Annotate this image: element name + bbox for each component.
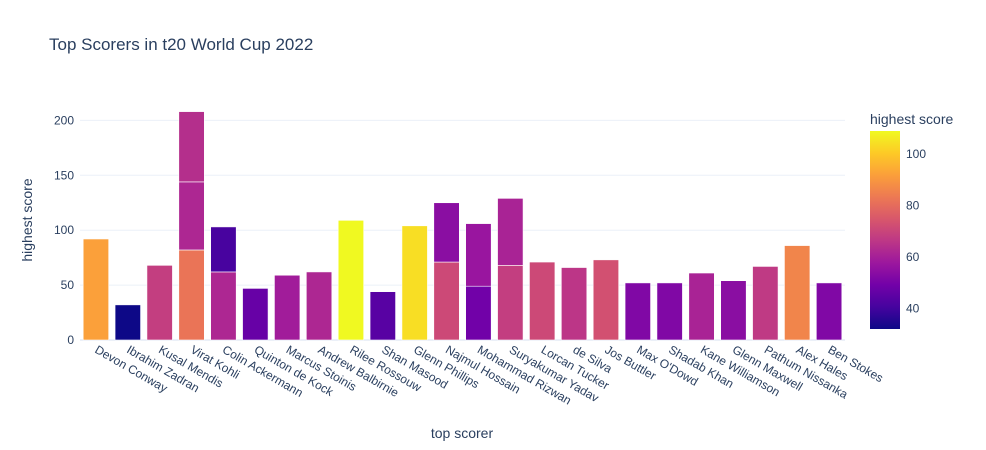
bar-segment: [210, 271, 237, 341]
bar-segment: [497, 198, 524, 266]
bar-segment: [210, 226, 237, 273]
bar-segment: [529, 261, 556, 341]
bar-segment: [656, 282, 683, 341]
bar-segment: [561, 267, 588, 341]
bar-segment: [114, 304, 141, 341]
bar-segment: [720, 280, 747, 341]
colorbar-tick-label: 80: [906, 199, 920, 213]
gridlines: [80, 119, 845, 341]
bar-segment: [752, 266, 779, 341]
colorbar-ticks: 40 60 80 100: [906, 147, 926, 315]
x-axis-title: top scorer: [431, 425, 494, 441]
y-tick-label: 50: [61, 278, 75, 292]
bar-segment: [242, 288, 269, 341]
bar-segment: [401, 225, 428, 341]
bar-segment: [146, 265, 173, 341]
colorbar-tick-label: 60: [906, 250, 920, 264]
bar-segment: [369, 291, 396, 341]
bar-segment: [433, 261, 460, 341]
chart-title: Top Scorers in t20 World Cup 2022: [49, 35, 313, 54]
bar-segment: [82, 238, 109, 341]
bar-segment: [337, 220, 364, 341]
colorbar: highest score 40 60 80 100: [870, 111, 953, 329]
y-axis-title: highest score: [19, 178, 35, 261]
bar-segment: [178, 111, 205, 183]
colorbar-tick-label: 40: [906, 301, 920, 315]
colorbar-tick-label: 100: [906, 147, 926, 161]
bar-segment: [497, 265, 524, 341]
bar-segment: [784, 245, 811, 341]
bars: [82, 111, 843, 341]
bar-segment: [592, 259, 619, 341]
bar-segment: [178, 181, 205, 251]
y-tick-label: 200: [54, 113, 74, 127]
bar-segment: [465, 223, 492, 287]
colorbar-title: highest score: [870, 111, 953, 127]
bar-segment: [306, 271, 333, 341]
y-tick-label: 150: [54, 168, 74, 182]
bar-segment: [624, 282, 651, 341]
y-tick-label: 0: [67, 333, 74, 347]
bar-segment: [274, 274, 301, 341]
bar-segment: [465, 285, 492, 341]
bar-segment: [688, 272, 715, 341]
y-axis-ticks: 0 50 100 150 200: [54, 113, 74, 347]
bar-segment: [816, 282, 843, 341]
bar-segment: [178, 249, 205, 341]
bar-segment: [433, 202, 460, 263]
colorbar-gradient: [870, 131, 900, 329]
y-tick-label: 100: [54, 223, 74, 237]
